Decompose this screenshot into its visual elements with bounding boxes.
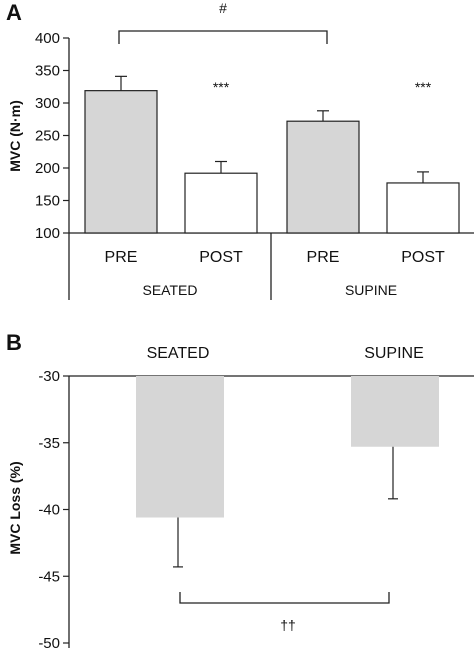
- panel-b: B MVC Loss (%) -30 -35 -40 -45 -50 SEATED SUP…: [6, 330, 474, 648]
- panel-b-category-label: SEATED: [147, 345, 210, 362]
- panel-b-bar: [136, 376, 224, 518]
- panel-b-y-tick-label: -50: [38, 635, 60, 648]
- panel-b-error-bars: [173, 446, 398, 568]
- panel-a-y-tick-label: 150: [35, 193, 60, 210]
- panel-a-comparison-bracket: [118, 30, 328, 44]
- panel-a-y-tick-label: 100: [35, 225, 60, 242]
- panel-a-bar: [386, 182, 460, 234]
- panel-b-bars: [136, 376, 439, 518]
- panel-a-y-ticks: 100 150 200 250 300 350 400: [35, 30, 69, 242]
- panel-a-bar: [286, 120, 360, 234]
- panel-a-group-label: SUPINE: [345, 282, 397, 298]
- panel-b-comparison-bracket: [179, 592, 390, 604]
- panel-b-bracket-label: ††: [280, 617, 296, 633]
- panel-a-y-axis-label: MVC (N·m): [7, 100, 23, 172]
- panel-a-y-tick-label: 200: [35, 160, 60, 177]
- panel-a-bars: [84, 90, 460, 234]
- panel-a-y-tick-label: 400: [35, 30, 60, 47]
- panel-b-category-label: SUPINE: [364, 345, 424, 362]
- panel-b-y-ticks: -30 -35 -40 -45 -50: [38, 368, 69, 648]
- panel-a-bar: [184, 172, 258, 234]
- panel-a-bracket-label: #: [219, 0, 227, 16]
- panel-a-y-tick-label: 250: [35, 128, 60, 145]
- panel-b-category-labels: SEATED SUPINE: [147, 345, 424, 362]
- panel-b-bar: [351, 376, 439, 447]
- panel-b-y-tick-label: -40: [38, 502, 60, 519]
- panel-a-group-label: SEATED: [143, 282, 198, 298]
- panel-b-letter: B: [6, 330, 22, 355]
- panel-b-y-tick-label: -30: [38, 368, 60, 385]
- panel-b-y-tick-label: -35: [38, 435, 60, 452]
- panel-a-group-labels: SEATED SUPINE: [143, 282, 398, 298]
- panel-a-significance: *** ***: [213, 79, 432, 95]
- panel-a-category-label: PRE: [307, 249, 340, 266]
- panel-a: A MVC (N·m) 100 150 200 250 300 350 400 PRE POS…: [6, 0, 474, 300]
- panel-a-category-labels: PRE POST PRE POST: [105, 249, 445, 266]
- panel-a-bar: [84, 90, 158, 234]
- panel-a-significance-marker: ***: [213, 79, 230, 95]
- panel-a-category-label: POST: [401, 249, 445, 266]
- panel-a-category-label: POST: [199, 249, 243, 266]
- panel-b-y-axis-label: MVC Loss (%): [7, 461, 23, 554]
- panel-a-significance-marker: ***: [415, 79, 432, 95]
- panel-a-error-bars: [115, 75, 429, 183]
- panel-a-y-tick-label: 350: [35, 63, 60, 80]
- panel-a-letter: A: [6, 0, 22, 25]
- panel-a-y-tick-label: 300: [35, 95, 60, 112]
- panel-b-y-tick-label: -45: [38, 568, 60, 585]
- panel-a-category-label: PRE: [105, 249, 138, 266]
